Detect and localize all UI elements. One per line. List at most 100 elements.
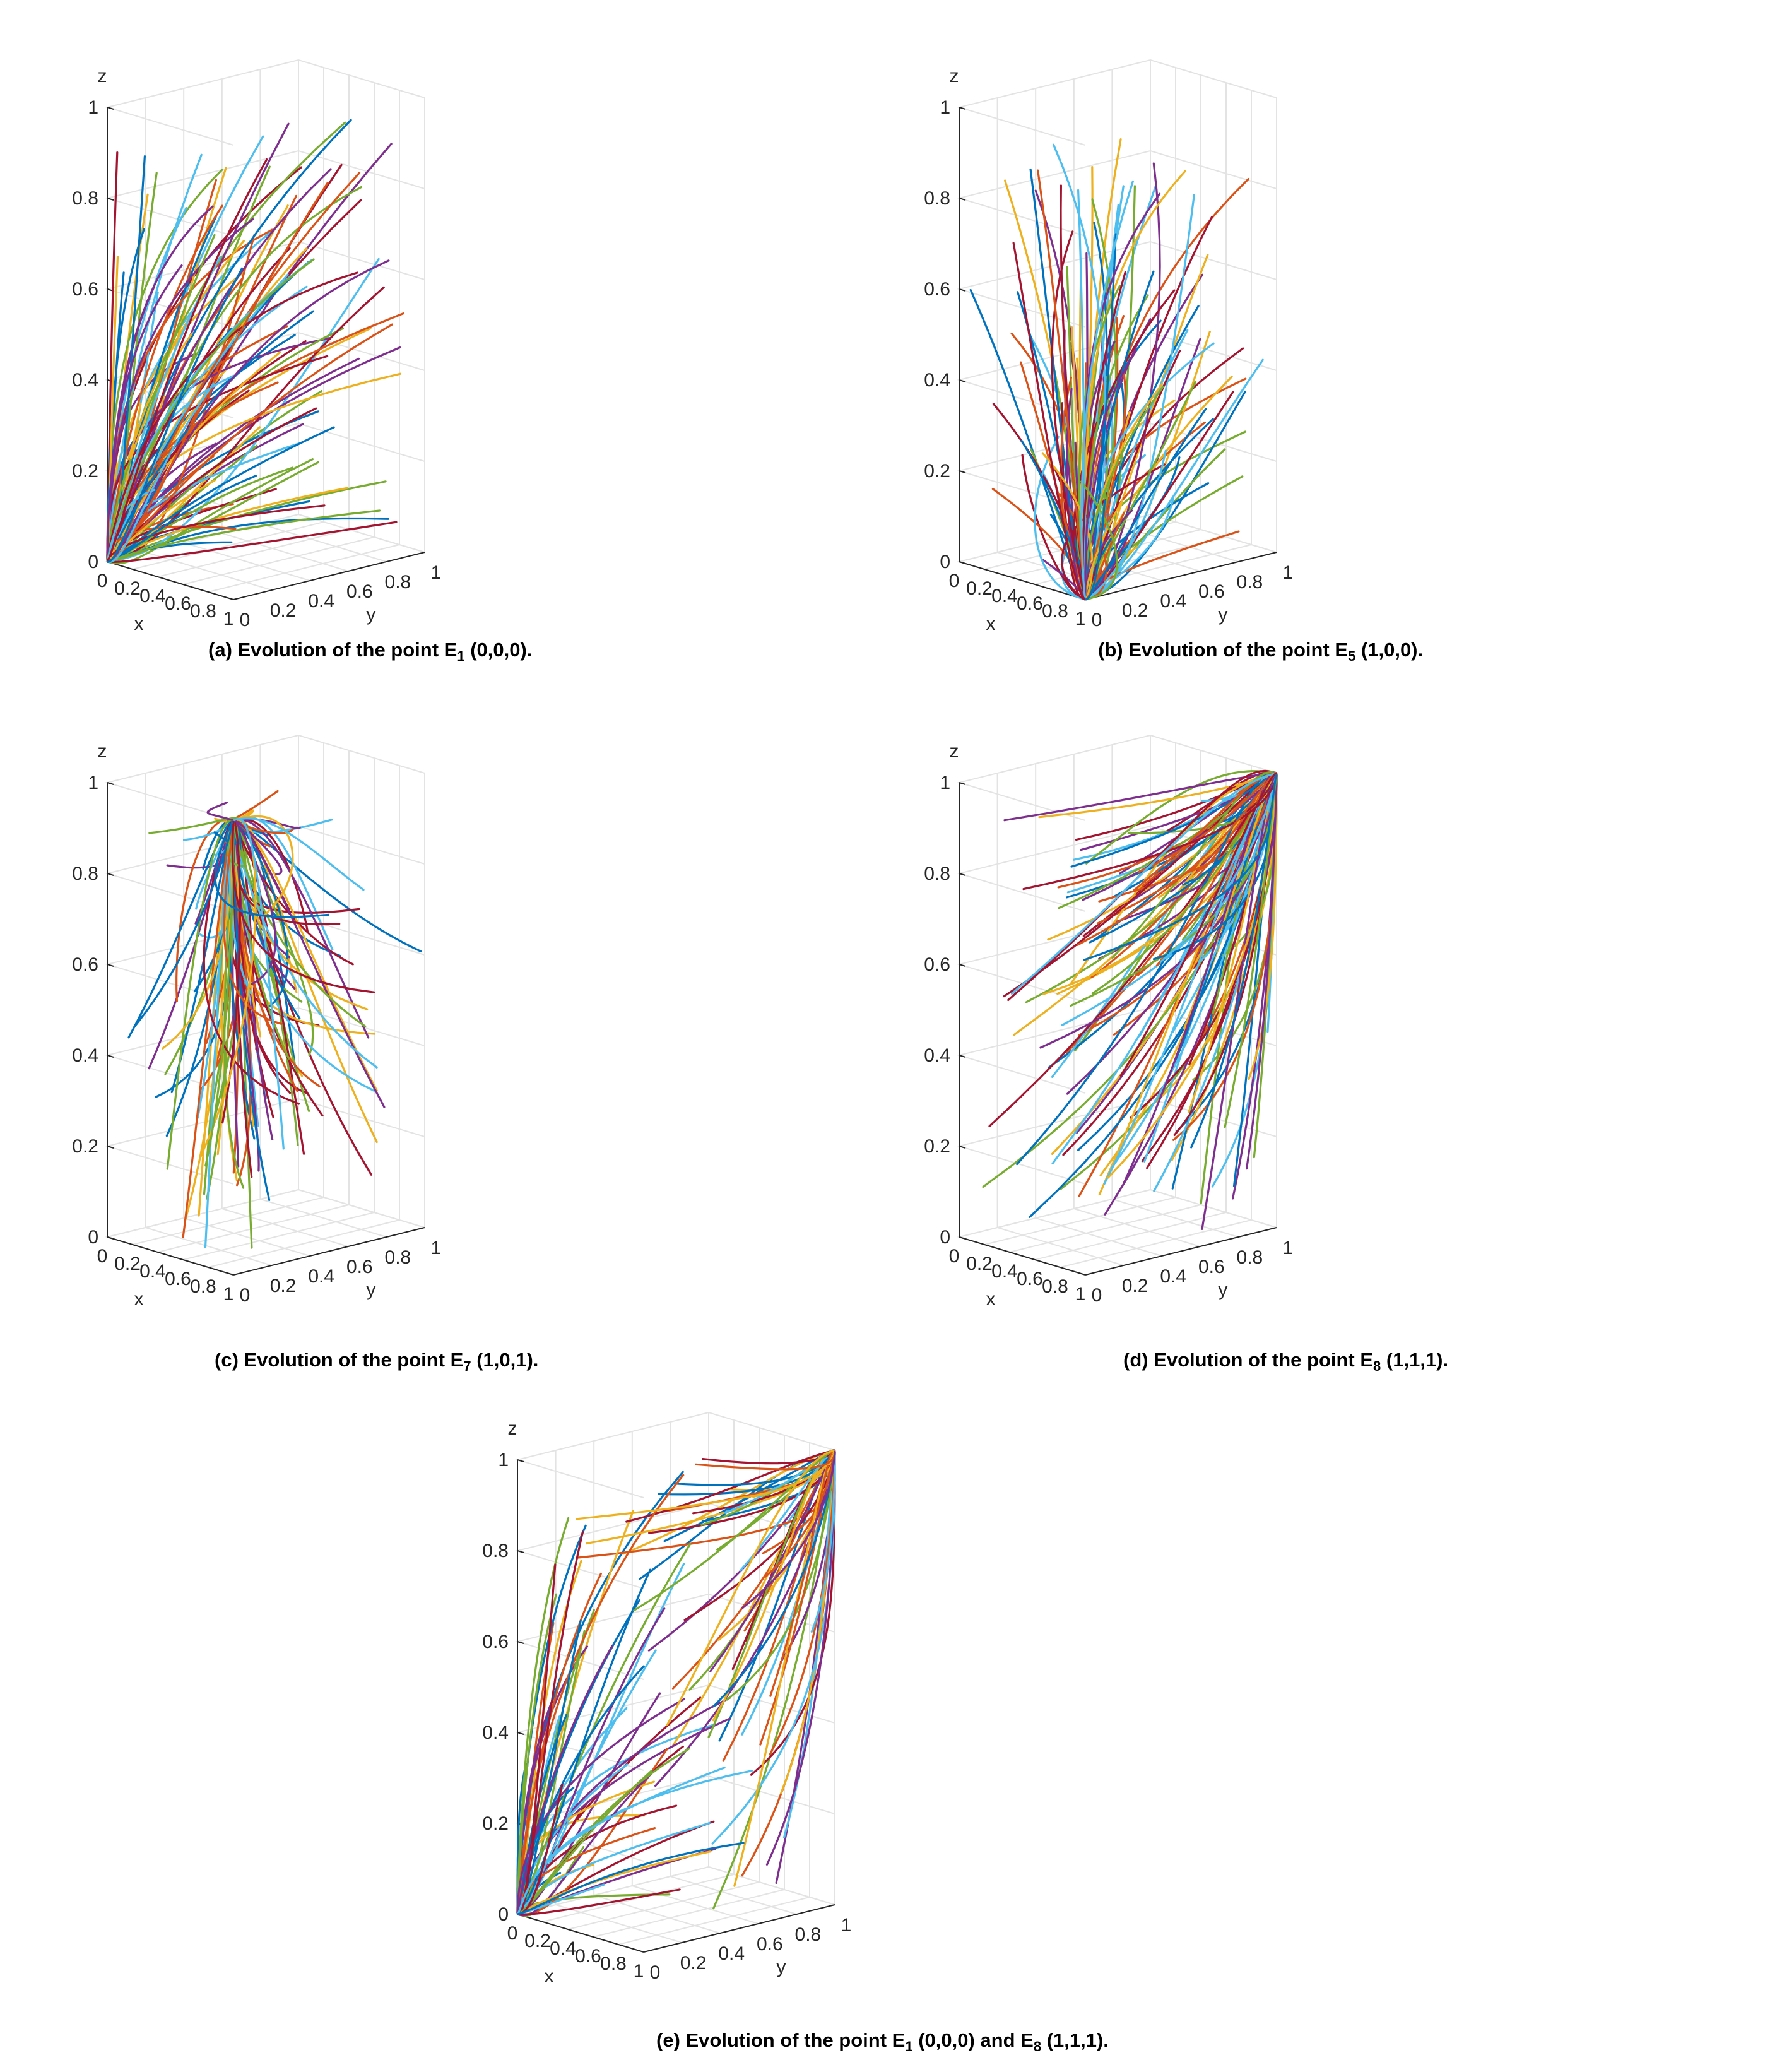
x-tick-label-0: 0: [507, 1923, 518, 1944]
grid-line-floor-x-2: [1009, 1204, 1201, 1253]
grid-line-floor-y-4: [260, 1199, 387, 1238]
grid-line-floor-y-2: [183, 1217, 310, 1257]
caption-e: (e) Evolution of the point E1 (0,0,0) an…: [656, 2029, 1109, 2055]
x-axis-line: [107, 1236, 234, 1276]
x-tick-label-2: 0.4: [550, 1938, 576, 1959]
x-tick-label-5: 1: [1075, 608, 1086, 629]
x-tick-label-0: 0: [949, 1246, 960, 1267]
y-axis-label: y: [1218, 1280, 1227, 1301]
y-tick-label-1: 0.2: [1122, 600, 1148, 621]
z-tick-label-0: 0: [940, 552, 950, 572]
caption-a-sub: 1: [457, 648, 465, 665]
grid-line-z-1: [957, 1098, 1277, 1185]
x-axis-label: x: [986, 1289, 996, 1310]
trajectory-119: [517, 1842, 745, 1915]
z-tick-label-4: 0.8: [482, 1541, 509, 1561]
grid-line-floor-x-0: [107, 1189, 299, 1238]
y-tick-label-1: 0.2: [680, 1953, 707, 1974]
y-tick-label-2: 0.4: [308, 1266, 334, 1287]
chart-panel-e: 0 0.2 0.4 0.6 0.8 1 0 0.2 0.4 0.6 0.8 1 0 0.2 0.4 0.6 0.…: [461, 1398, 1300, 2072]
x-axis-line: [959, 561, 1086, 600]
z-tick-mark-4: [107, 198, 114, 201]
z-tick-mark-3: [517, 1641, 524, 1644]
trajectories: [982, 769, 1278, 1231]
grid-line-floor-y-1: [997, 1227, 1124, 1266]
z-tick-mark-3: [107, 964, 114, 967]
grid-line-floor-x-2: [567, 1881, 760, 1930]
grid-line-floor-y-3: [221, 533, 349, 572]
y-axis-line: [233, 1227, 425, 1276]
chart-c-plot: 00.20.40.60.810 0.20.40.60.8 1 0 0.2 0.4 0.6 0.…: [72, 734, 441, 1310]
y-tick-label-3: 0.6: [346, 581, 373, 602]
y-tick-label-1: 0.2: [270, 1276, 297, 1296]
x-tick-label-2: 0.4: [139, 586, 166, 607]
trajectories: [516, 1449, 836, 1917]
x-tick-label-2: 0.4: [991, 1261, 1018, 1282]
x-tick-label-5: 1: [223, 608, 234, 629]
caption-d-sub: 8: [1373, 1358, 1381, 1375]
z-tick-label-4: 0.8: [72, 188, 98, 209]
grid-line-floor-y-3: [221, 1208, 349, 1247]
y-tick-label-0: 0: [240, 610, 251, 630]
grid-line-floor-x-2: [157, 529, 350, 577]
chart-b-plot: 00.20.40.60.810 0.20.40.60.8 1 0 0.2 0.4 0.6 0.…: [924, 59, 1293, 634]
grid-line-floor-y-5: [1150, 1189, 1277, 1228]
z-tick-label-2: 0.4: [924, 1045, 950, 1066]
z-tick-label-0: 0: [498, 1904, 509, 1925]
trajectories: [106, 119, 404, 565]
trajectory-119: [107, 267, 244, 563]
z-tick-mark-2: [107, 1055, 114, 1058]
grid-line-floor-x-2: [157, 1204, 350, 1253]
y-tick-label-3: 0.6: [346, 1257, 373, 1277]
caption-c-sub: 7: [463, 1358, 471, 1375]
x-axis-line: [959, 1236, 1086, 1276]
grid-line-floor-y-2: [1035, 1217, 1162, 1257]
z-tick-mark-2: [517, 1732, 524, 1735]
trajectory-114: [666, 1449, 835, 1726]
caption-e-text: (e) Evolution of the point E: [656, 2029, 906, 2051]
axes: 00.20.40.60.810 0.20.40.60.8 1 0 0.2 0.4 0.6 0.…: [72, 741, 441, 1310]
z-tick-label-4: 0.8: [72, 863, 98, 884]
grid-line-z-4: [105, 150, 425, 237]
trajectories: [969, 138, 1264, 601]
axes: 00.20.40.60.810 0.20.40.60.8 1 0 0.2 0.4 0.6 0.…: [72, 66, 441, 634]
z-tick-label-2: 0.4: [482, 1722, 509, 1743]
y-tick-label-5: 1: [841, 1915, 852, 1936]
trajectory-111: [221, 819, 241, 1124]
grid-line-floor-y-4: [260, 523, 387, 562]
x-tick-label-0: 0: [97, 571, 108, 591]
grid-line-floor-y-2: [183, 542, 310, 581]
x-tick-label-0: 0: [949, 571, 960, 591]
grid-line-floor-y-5: [708, 1866, 835, 1905]
grid-line-z-5: [105, 59, 425, 146]
trajectory-118: [1119, 772, 1277, 1077]
y-tick-label-4: 0.8: [385, 1247, 411, 1268]
x-tick-label-1: 0.2: [966, 578, 993, 599]
z-tick-label-0: 0: [940, 1227, 950, 1248]
y-tick-label-1: 0.2: [1122, 1276, 1148, 1296]
caption-a: (a) Evolution of the point E1 (0,0,0).: [208, 639, 532, 665]
y-tick-label-5: 1: [431, 562, 442, 583]
x-tick-label-2: 0.4: [139, 1261, 166, 1282]
trajectory-115: [1084, 350, 1137, 597]
trajectory-118: [107, 158, 268, 562]
trajectory-108: [106, 264, 183, 557]
grid-line-floor-x-1: [132, 1197, 324, 1245]
z-tick-label-4: 0.8: [924, 863, 950, 884]
x-tick-label-1: 0.2: [966, 1253, 993, 1274]
z-tick-mark-1: [107, 1146, 114, 1149]
grid-line-floor-y-5: [298, 1189, 425, 1228]
z-tick-label-0: 0: [88, 552, 98, 572]
grid-line-z-5: [957, 734, 1277, 821]
z-tick-label-2: 0.4: [924, 370, 950, 391]
x-tick-label-3: 0.6: [1017, 593, 1043, 614]
z-tick-mark-3: [959, 964, 966, 967]
z-tick-mark-5: [107, 107, 114, 110]
z-tick-label-5: 1: [940, 97, 950, 118]
caption-a-tail: (0,0,0).: [464, 639, 533, 661]
z-tick-label-5: 1: [498, 1450, 509, 1471]
x-axis-line: [107, 561, 234, 600]
caption-e-sub: 1: [905, 2039, 913, 2055]
grid-line-floor-x-3: [593, 1889, 785, 1938]
y-tick-label-2: 0.4: [1160, 1266, 1186, 1287]
